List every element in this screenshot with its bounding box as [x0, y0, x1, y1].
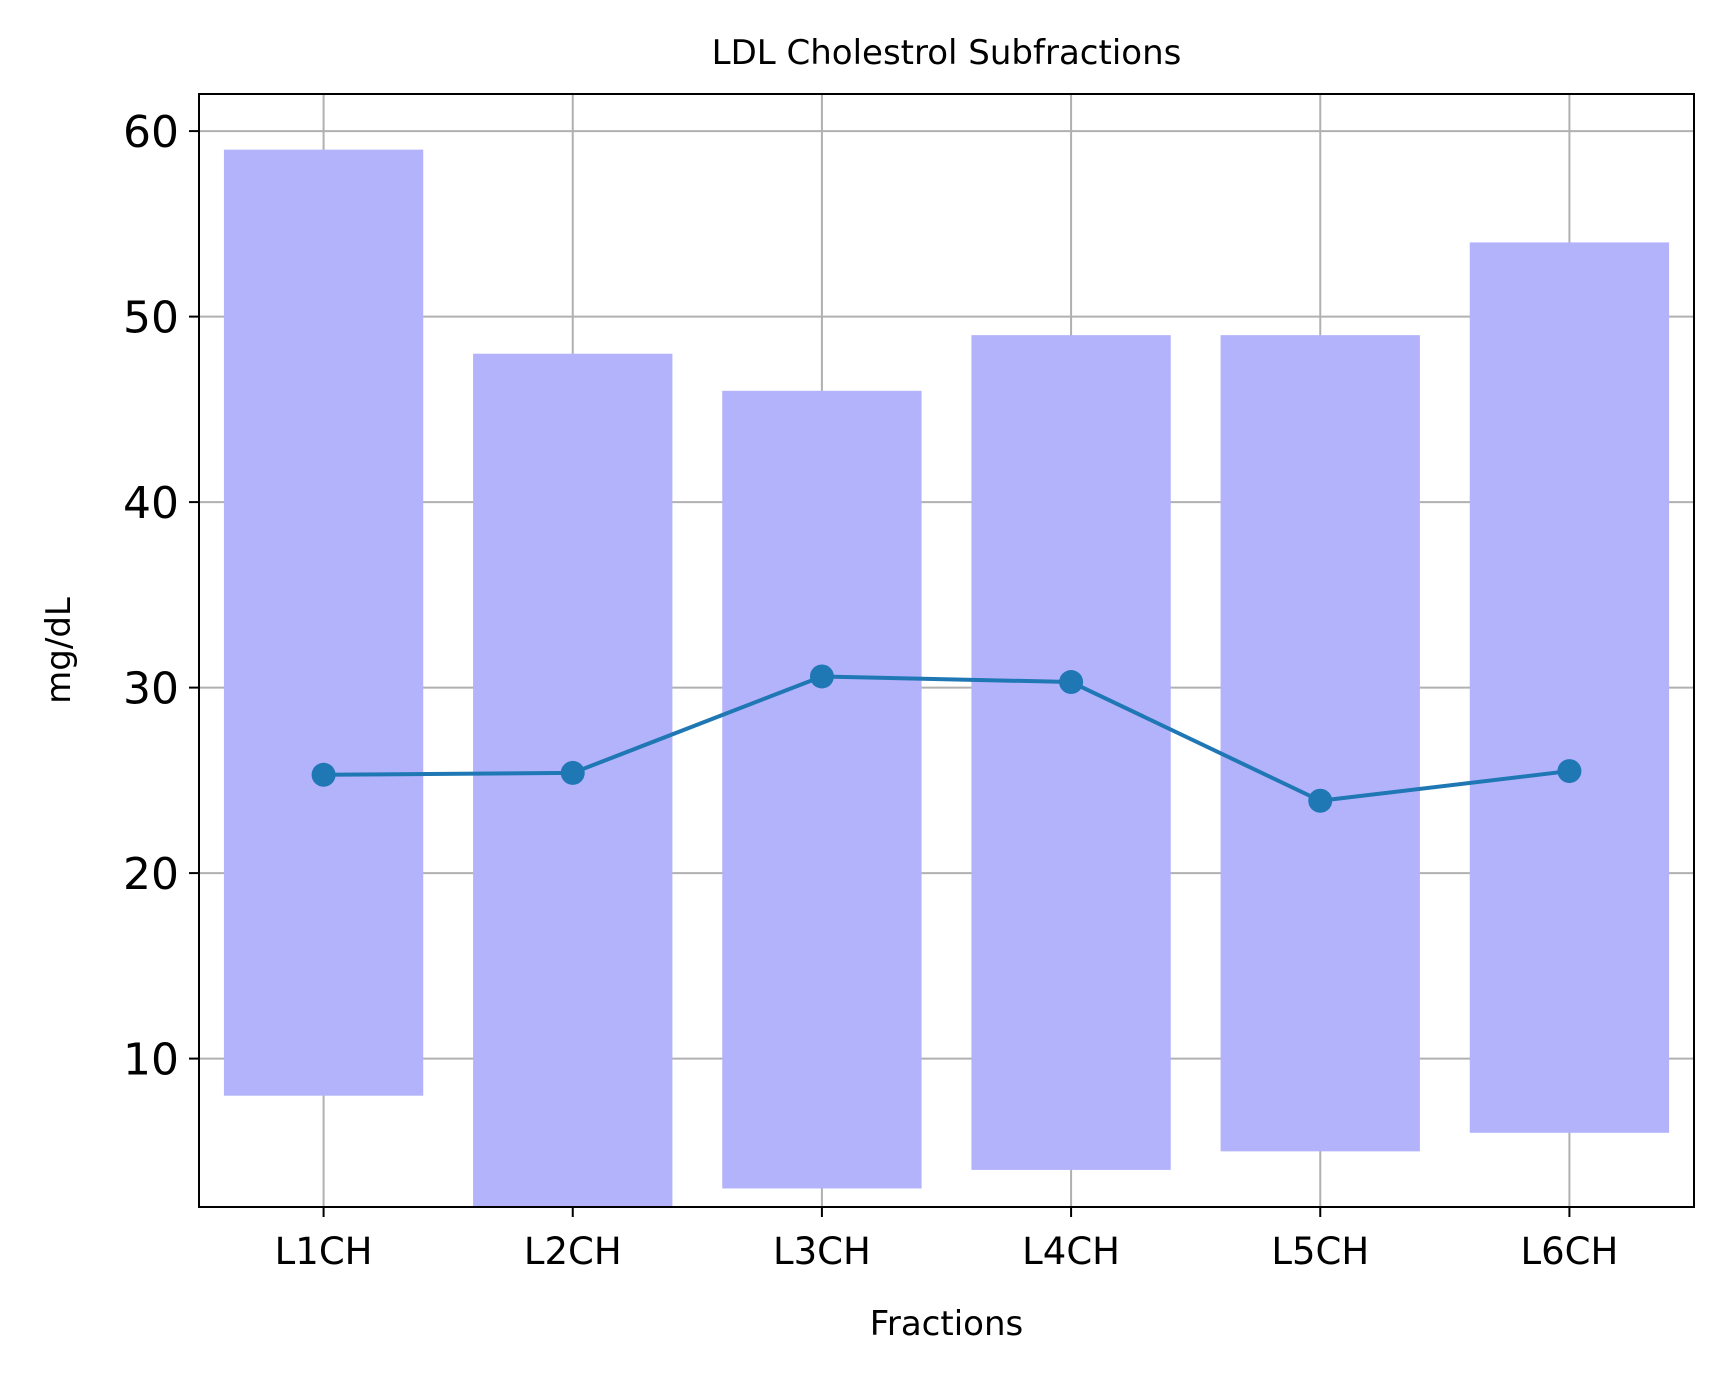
x-tick-label: L6CH [1521, 1230, 1619, 1273]
value-point-l6ch [1557, 759, 1582, 784]
axis-ticks: L1CH L2CH L3CH L4CH L5CH L6CH 10 20 30 40 50 60 [123, 107, 1618, 1273]
x-tick-label: L5CH [1271, 1230, 1369, 1273]
x-tick-label: L1CH [275, 1230, 373, 1273]
y-tick-label: 40 [123, 478, 179, 529]
range-bar-l3ch [722, 390, 922, 1189]
x-tick-label: L3CH [773, 1230, 871, 1273]
range-bar-l6ch [1469, 242, 1670, 1133]
value-point-l1ch [311, 762, 336, 787]
value-point-l3ch [809, 664, 834, 689]
x-tick-label: L4CH [1022, 1230, 1120, 1273]
range-bar-l4ch [971, 335, 1171, 1170]
range-bars [223, 149, 1670, 1207]
x-axis-label: Fractions [870, 1304, 1023, 1344]
chart-title: LDL Cholestrol Subfractions [712, 33, 1182, 73]
y-tick-label: 50 [123, 293, 179, 344]
x-tick-label: L2CH [524, 1230, 622, 1273]
y-tick-label: 10 [123, 1035, 179, 1086]
value-point-l2ch [560, 760, 585, 785]
value-point-l4ch [1059, 670, 1084, 695]
y-axis-label: mg/dL [39, 597, 79, 704]
y-tick-label: 60 [123, 107, 179, 158]
plot-frame [198, 93, 1695, 1208]
value-line [311, 664, 1582, 813]
range-bar-l5ch [1220, 335, 1420, 1152]
y-tick-label: 20 [123, 849, 179, 900]
value-point-l5ch [1308, 788, 1333, 813]
y-tick-label: 30 [123, 664, 179, 715]
value-line-path [323, 674, 1570, 803]
range-bar-l1ch [223, 149, 424, 1096]
